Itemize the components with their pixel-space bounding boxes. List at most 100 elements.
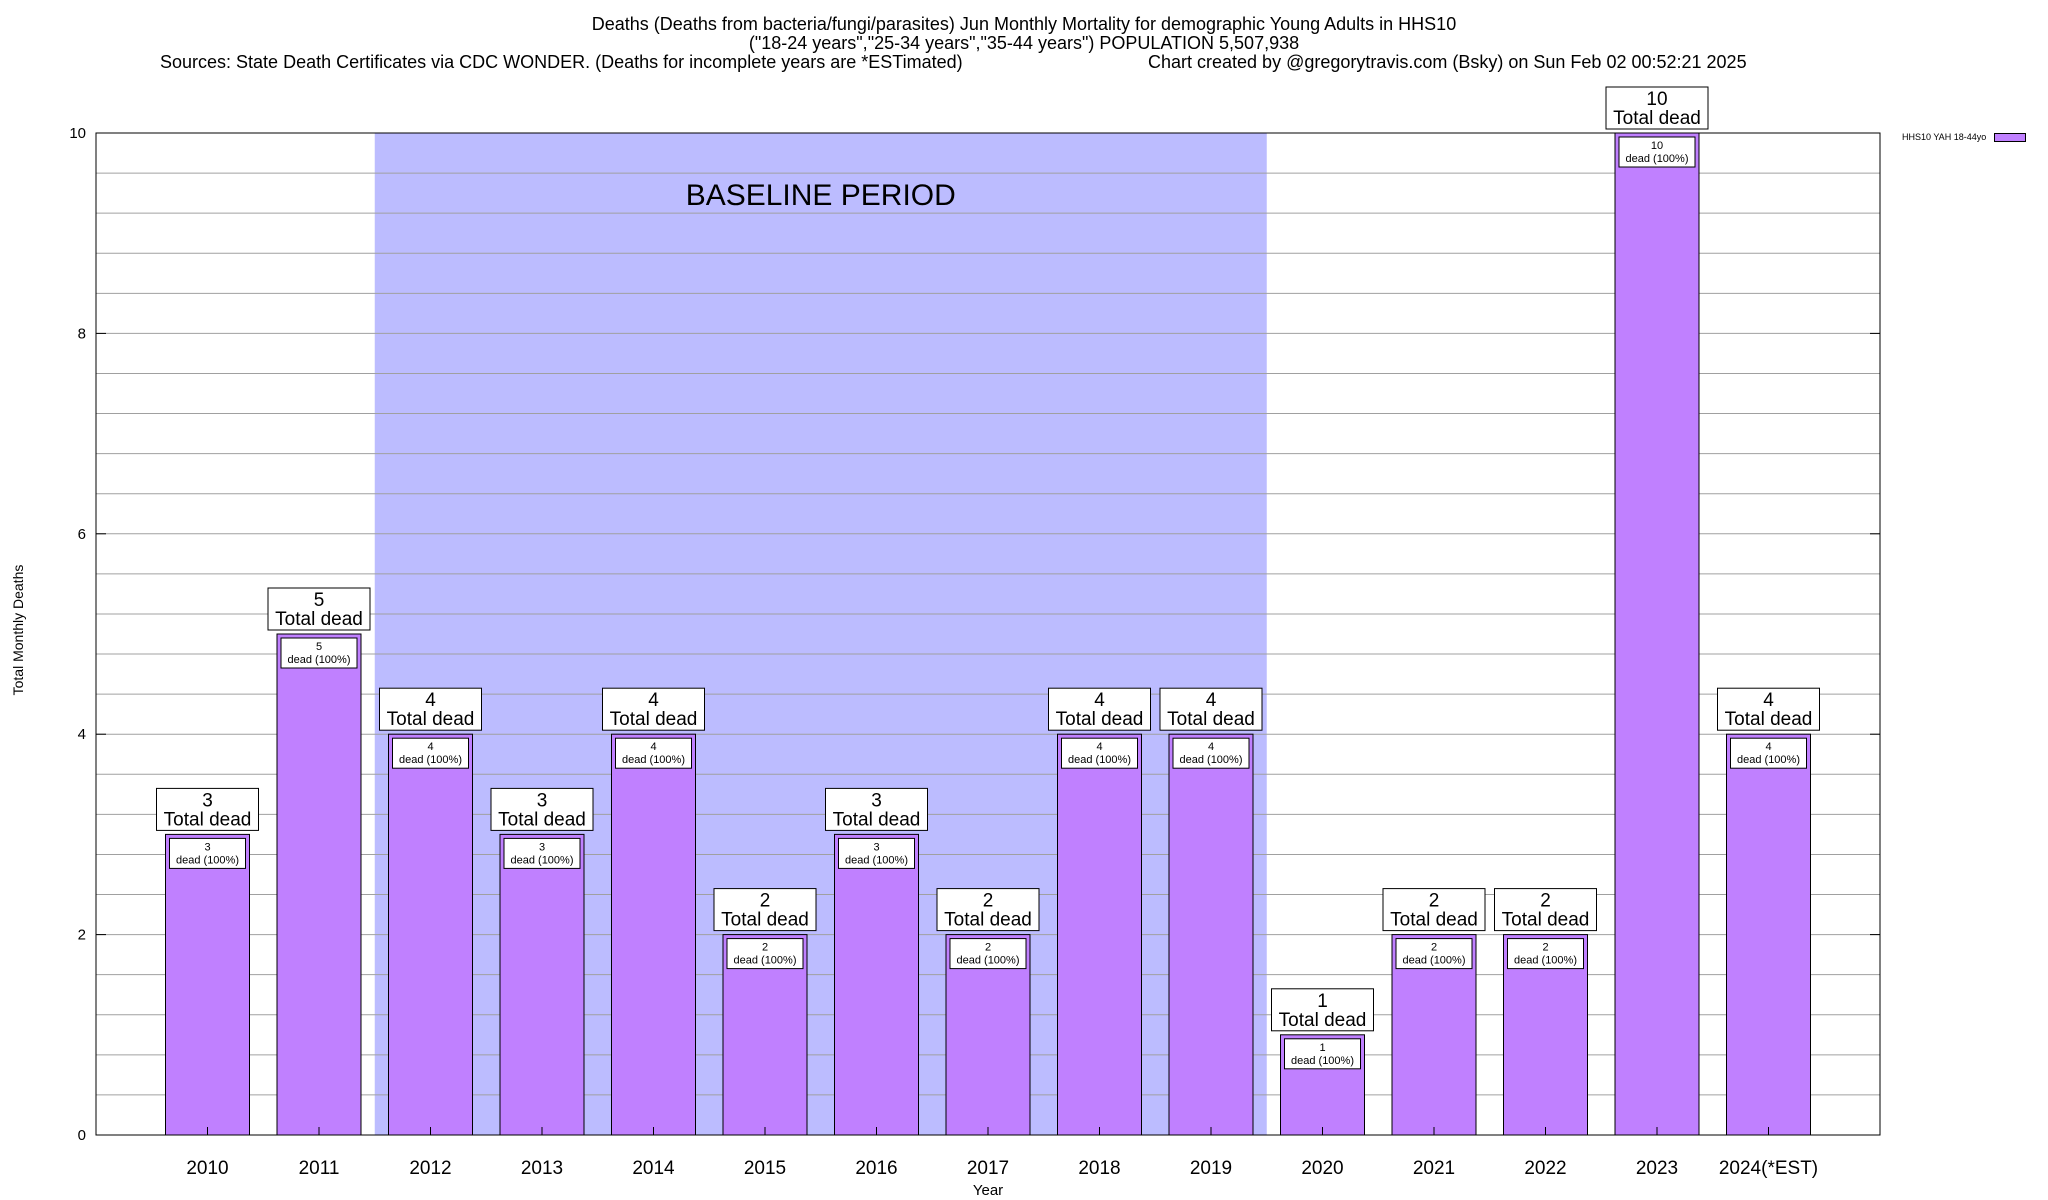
- bar-total-value: 4: [1094, 690, 1105, 711]
- bar-inner-label-box: [1618, 136, 1696, 168]
- bar-total-label-box: [1382, 888, 1486, 932]
- bar-total-value: 3: [202, 790, 213, 811]
- bar-inner-label-box: [615, 737, 692, 769]
- bar-inner-percent: dead (100%): [176, 854, 239, 866]
- x-tick-label: 2023: [1636, 1158, 1678, 1179]
- bar: [1057, 733, 1142, 1136]
- bar-inner-value: 2: [1431, 942, 1437, 954]
- bar-total-value: 4: [648, 690, 659, 711]
- bar-inner-percent: dead (100%): [1626, 153, 1689, 165]
- bar-inner-label-box: [726, 938, 804, 970]
- y-tick-label: 10: [69, 125, 86, 142]
- y-tick-label: 6: [78, 526, 86, 543]
- bar-inner-label-box: [1730, 737, 1807, 769]
- bar: [1168, 733, 1254, 1136]
- chart-title-line-2: ("18-24 years","25-34 years","35-44 year…: [748, 33, 1300, 53]
- x-tick-label: 2022: [1524, 1158, 1566, 1179]
- bar-inner-label-box: [1284, 1038, 1361, 1070]
- bar-total-label-box: [1159, 687, 1263, 731]
- bar-total-label-box: [490, 787, 594, 831]
- bar-total-label-box: [1717, 687, 1820, 731]
- bar-inner-label-box: [392, 737, 469, 769]
- bar-inner-value: 2: [1542, 942, 1548, 954]
- x-axis-label: Year: [972, 1182, 1004, 1199]
- x-tick-label: 2019: [1190, 1158, 1232, 1179]
- x-tick-label: 2011: [299, 1158, 340, 1179]
- x-tick-label: 2018: [1078, 1158, 1120, 1179]
- y-tick-label: 4: [78, 726, 86, 743]
- bar-total-label-box: [602, 687, 705, 731]
- y-tick-label: 2: [78, 927, 86, 944]
- bar-total-label-box: [936, 888, 1040, 932]
- legend-swatch: [1994, 132, 2027, 142]
- bar-inner-value: 2: [985, 942, 991, 954]
- bar-inner-value: 4: [1765, 741, 1771, 753]
- bar-total-label: Total dead: [1167, 709, 1255, 730]
- bar-total-label: Total dead: [1502, 910, 1590, 931]
- y-tick-label: 0: [78, 1127, 86, 1144]
- bar-total-value: 3: [871, 790, 882, 811]
- bar-total-label: Total dead: [387, 709, 475, 730]
- bar-inner-percent: dead (100%): [734, 955, 797, 967]
- bar-total-label-box: [1048, 687, 1151, 731]
- bar-inner-percent: dead (100%): [845, 854, 908, 866]
- baseline-period-label: BASELINE PERIOD: [686, 179, 956, 212]
- bar-inner-percent: dead (100%): [1514, 955, 1577, 967]
- bar-total-label: Total dead: [498, 809, 586, 830]
- bar-total-label: Total dead: [721, 910, 809, 931]
- bar-total-label-box: [156, 787, 259, 831]
- bar-total-value: 1: [1317, 991, 1328, 1012]
- bar-inner-percent: dead (100%): [1291, 1055, 1354, 1067]
- bar-inner-percent: dead (100%): [622, 754, 685, 766]
- bar-total-label-box: [379, 687, 482, 731]
- bar-total-label-box: [1271, 988, 1374, 1032]
- bar-inner-label-box: [1061, 737, 1138, 769]
- bar-total-value: 2: [760, 891, 771, 912]
- bar-inner-value: 3: [204, 841, 210, 853]
- bar-inner-label-box: [280, 637, 358, 669]
- bar: [1614, 132, 1700, 1136]
- bar-inner-value: 4: [1096, 741, 1102, 753]
- bar: [1726, 733, 1811, 1136]
- x-tick-label: 2012: [409, 1158, 451, 1179]
- bar-inner-percent: dead (100%): [399, 754, 462, 766]
- bar-total-label: Total dead: [1725, 709, 1813, 730]
- bar-total-label-box: [267, 587, 371, 631]
- bar-total-label: Total dead: [1613, 108, 1701, 129]
- bar-total-value: 4: [425, 690, 436, 711]
- legend-label: HHS10 YAH 18-44yo: [1902, 132, 1987, 142]
- bar-total-value: 2: [1429, 891, 1440, 912]
- bar-total-label-box: [1494, 888, 1597, 932]
- x-tick-label: 2017: [967, 1158, 1009, 1179]
- bar: [499, 833, 585, 1136]
- bar-total-label: Total dead: [1279, 1010, 1367, 1031]
- bar-inner-label-box: [1395, 938, 1473, 970]
- bar-total-label: Total dead: [1056, 709, 1144, 730]
- bar-inner-percent: dead (100%): [288, 654, 351, 666]
- bar: [388, 733, 473, 1136]
- x-tick-label: 2013: [521, 1158, 563, 1179]
- bar-total-label: Total dead: [1390, 910, 1478, 931]
- bar: [165, 833, 250, 1136]
- x-tick-label: 2024(*EST): [1719, 1158, 1818, 1179]
- bar-inner-value: 1: [1319, 1042, 1325, 1054]
- x-tick-label: 2014: [632, 1158, 675, 1179]
- bar-total-value: 2: [983, 891, 994, 912]
- bar: [276, 633, 362, 1136]
- bar-inner-label-box: [169, 837, 246, 869]
- bar-total-value: 10: [1646, 89, 1667, 110]
- bar-inner-label-box: [503, 837, 581, 869]
- x-tick-label: 2010: [186, 1158, 228, 1179]
- bar-inner-label-box: [949, 938, 1027, 970]
- y-axis-label: Total Monthly Deaths: [10, 564, 26, 696]
- x-tick-label: 2016: [855, 1158, 897, 1179]
- x-tick-label: 2021: [1413, 1158, 1455, 1179]
- legend: HHS10 YAH 18-44yo: [1902, 131, 2027, 143]
- bar-inner-percent: dead (100%): [511, 854, 574, 866]
- bar-inner-value: 5: [316, 641, 322, 653]
- bar-total-label-box: [1605, 86, 1709, 130]
- bar-total-label: Total dead: [164, 809, 252, 830]
- bar: [834, 833, 919, 1136]
- bar-total-value: 4: [1763, 690, 1774, 711]
